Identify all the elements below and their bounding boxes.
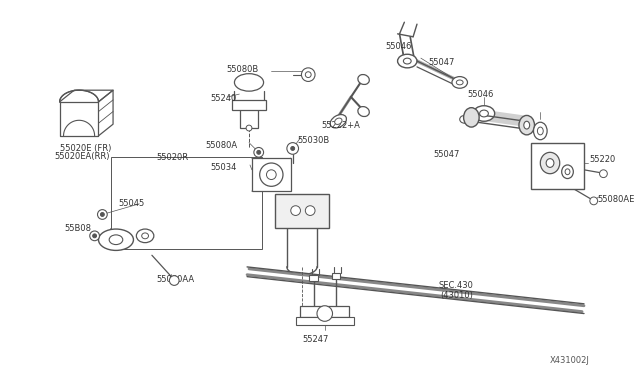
Circle shape [590, 197, 598, 205]
Text: 55030B: 55030B [298, 136, 330, 145]
Ellipse shape [565, 169, 570, 175]
Text: 55047: 55047 [433, 150, 460, 159]
Ellipse shape [234, 74, 264, 91]
Circle shape [260, 163, 283, 186]
Circle shape [291, 147, 294, 150]
Bar [275, 194, 328, 228]
Text: (43010): (43010) [440, 291, 473, 300]
Circle shape [317, 306, 333, 321]
Ellipse shape [358, 74, 369, 84]
Text: X431002J: X431002J [550, 356, 590, 365]
Text: 55080A: 55080A [205, 141, 237, 150]
Circle shape [254, 147, 264, 157]
Text: 55080B: 55080B [227, 65, 259, 74]
Text: 55220: 55220 [590, 155, 616, 164]
Text: 55247: 55247 [303, 335, 329, 344]
Circle shape [170, 276, 179, 285]
Ellipse shape [397, 54, 417, 68]
Ellipse shape [460, 115, 469, 123]
Ellipse shape [540, 153, 560, 174]
Circle shape [600, 170, 607, 177]
Circle shape [287, 142, 298, 154]
Bar [240, 107, 258, 128]
Ellipse shape [538, 127, 543, 135]
Circle shape [246, 125, 252, 131]
Text: 55046: 55046 [385, 42, 412, 51]
Ellipse shape [403, 58, 411, 64]
Text: 55046: 55046 [467, 90, 494, 99]
Bar [296, 317, 354, 325]
Bar [232, 100, 266, 110]
Ellipse shape [358, 106, 369, 116]
Circle shape [97, 210, 108, 219]
Text: SEC.430: SEC.430 [438, 282, 473, 291]
Ellipse shape [546, 158, 554, 167]
Ellipse shape [463, 108, 479, 127]
Ellipse shape [99, 229, 134, 250]
Ellipse shape [534, 122, 547, 140]
Circle shape [100, 212, 104, 217]
Bar [531, 142, 584, 189]
Text: 55020R: 55020R [157, 153, 189, 162]
Ellipse shape [141, 233, 148, 239]
Ellipse shape [524, 121, 530, 129]
Ellipse shape [456, 80, 463, 85]
Text: 55034: 55034 [210, 163, 237, 172]
Circle shape [291, 206, 300, 215]
Circle shape [301, 68, 315, 81]
Bar [332, 273, 340, 279]
Ellipse shape [136, 229, 154, 243]
Ellipse shape [519, 115, 534, 135]
Bar [309, 275, 318, 280]
Ellipse shape [330, 115, 346, 128]
Ellipse shape [452, 77, 467, 88]
Text: 55080AA: 55080AA [157, 275, 195, 284]
Text: 55080AE: 55080AE [598, 195, 635, 204]
Ellipse shape [562, 165, 573, 179]
Text: 55020EA(RR): 55020EA(RR) [55, 153, 110, 161]
Text: 55020E (FR): 55020E (FR) [60, 144, 111, 153]
Circle shape [266, 170, 276, 180]
Text: 55222+A: 55222+A [322, 121, 361, 130]
Text: 55045: 55045 [118, 199, 144, 208]
Bar [300, 306, 349, 317]
Text: 55047: 55047 [429, 58, 455, 67]
Circle shape [93, 234, 97, 238]
Ellipse shape [474, 106, 495, 121]
Circle shape [90, 231, 99, 241]
Text: 55B08: 55B08 [65, 224, 92, 233]
Ellipse shape [335, 118, 342, 125]
Circle shape [305, 206, 315, 215]
Text: 55240: 55240 [210, 94, 236, 103]
Circle shape [305, 72, 311, 78]
Bar [111, 157, 262, 250]
Ellipse shape [109, 235, 123, 244]
Bar [252, 158, 291, 191]
Circle shape [257, 150, 260, 154]
Ellipse shape [479, 110, 488, 117]
